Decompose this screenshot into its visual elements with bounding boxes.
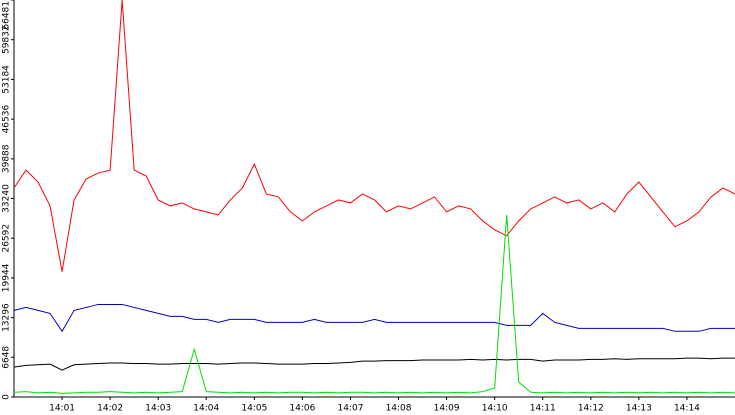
y-tick-label: 59832 (2, 25, 12, 54)
series-line (13, 214, 735, 394)
x-tick-label: 14:11 (530, 404, 556, 414)
y-tick-label: 46536 (2, 105, 12, 134)
series-line (13, 357, 735, 371)
y-tick-label: 13296 (2, 303, 12, 332)
y-tick-label: 0 (2, 394, 12, 400)
x-tick-label: 14:03 (145, 404, 171, 414)
y-tick-label: 26592 (2, 224, 12, 253)
x-tick-label: 14:04 (193, 404, 219, 414)
series-line (13, 0, 735, 272)
x-tick-label: 14:12 (578, 404, 604, 414)
x-tick-label: 14:09 (434, 404, 460, 414)
x-tick-label: 14:13 (626, 404, 652, 414)
x-tick-label: 14:14 (674, 404, 700, 414)
x-tick-label: 14:06 (289, 404, 315, 414)
x-tick-label: 14:01 (49, 404, 75, 414)
y-tick-label: 53184 (2, 65, 12, 94)
x-tick-label: 14:07 (337, 404, 363, 414)
y-tick-label: 39888 (2, 144, 12, 173)
series-line (13, 303, 735, 333)
y-tick-label: 66481 (2, 1, 12, 30)
y-tick-label: 19944 (2, 263, 12, 292)
y-tick-label: 33240 (2, 184, 12, 213)
x-tick-label: 14:08 (386, 404, 412, 414)
x-tick-label: 14:10 (482, 404, 508, 414)
x-tick-label: 14:05 (241, 404, 267, 414)
x-tick-label: 14:02 (97, 404, 123, 414)
y-tick-label: 6648 (2, 346, 12, 369)
